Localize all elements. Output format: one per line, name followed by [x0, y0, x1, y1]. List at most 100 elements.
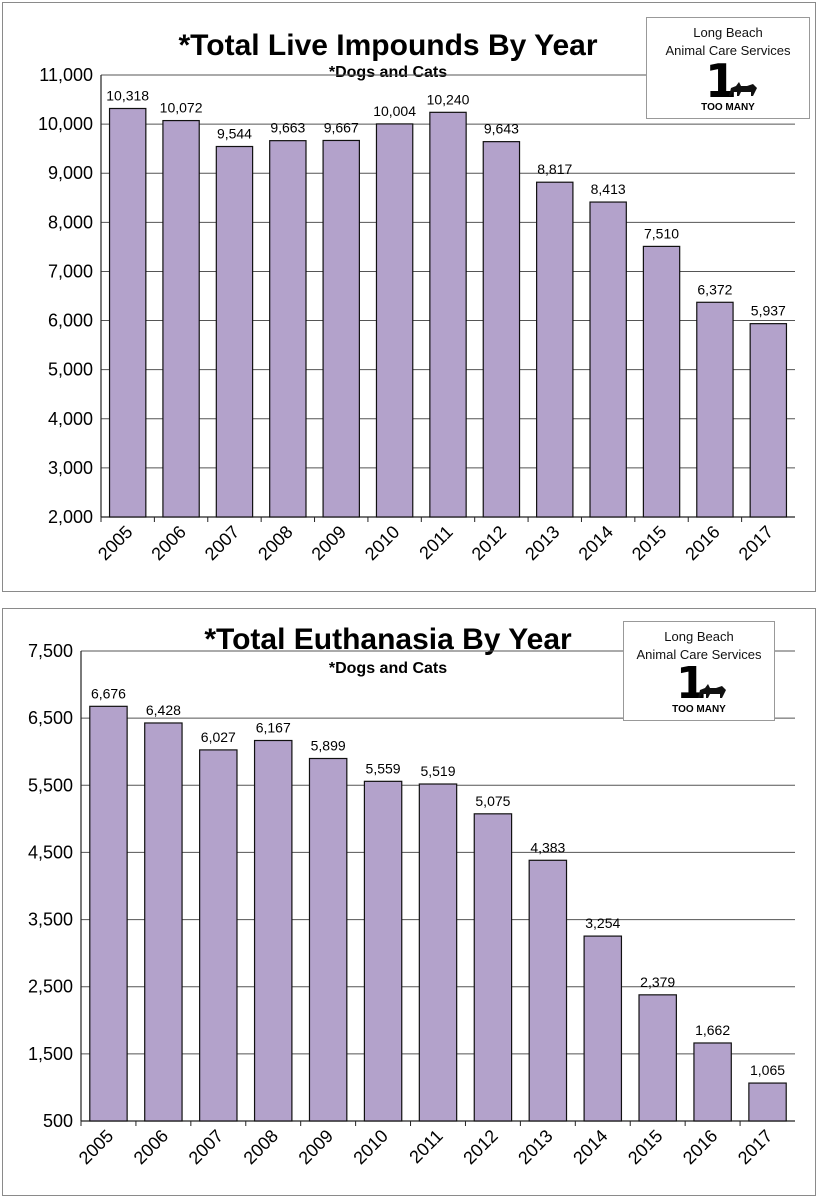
bar	[528, 859, 568, 1122]
euthanasia-chart: *Total Euthanasia By Year*Dogs and Cats5…	[28, 623, 795, 1168]
x-tick-label: 2016	[681, 522, 723, 564]
impounds-chart-panel: *Total Live Impounds By Year *Dogs and Ca…	[2, 2, 816, 592]
y-tick-label: 6,000	[48, 311, 93, 331]
chart-subtitle: *Dogs and Cats	[329, 660, 447, 677]
x-tick-label: 2016	[679, 1126, 721, 1168]
bar	[322, 139, 360, 518]
data-label: 6,027	[201, 729, 236, 745]
x-tick-label: 2007	[185, 1126, 227, 1168]
data-label: 1,065	[750, 1062, 785, 1078]
y-tick-label: 5,500	[28, 775, 73, 795]
data-label: 6,372	[697, 281, 732, 297]
bar	[308, 757, 348, 1122]
bar	[749, 323, 788, 518]
data-label: 10,072	[160, 100, 203, 116]
data-label: 4,383	[530, 839, 565, 855]
data-label: 5,075	[475, 793, 510, 809]
data-label: 10,318	[106, 87, 149, 103]
y-tick-label: 7,500	[28, 641, 73, 661]
y-tick-label: 11,000	[39, 65, 93, 85]
y-tick-label: 5,000	[48, 360, 93, 380]
data-label: 10,004	[373, 103, 416, 119]
x-tick-label: 2017	[735, 522, 777, 564]
bar	[199, 749, 238, 1122]
x-tick-label: 2012	[459, 1126, 501, 1168]
bar	[162, 119, 200, 518]
x-tick-label: 2006	[130, 1126, 172, 1168]
y-tick-label: 2,500	[28, 977, 73, 997]
y-tick-label: 3,000	[48, 458, 93, 478]
data-label: 5,899	[311, 737, 346, 753]
dog-cat-silhouette-icon	[698, 684, 726, 698]
dog-cat-silhouette-icon	[729, 82, 757, 96]
logo-line-2: Animal Care Services	[636, 647, 762, 662]
x-tick-label: 2012	[468, 522, 510, 564]
bar	[696, 301, 734, 518]
data-label: 2,379	[640, 974, 675, 990]
bar	[89, 705, 128, 1122]
data-label: 6,676	[91, 685, 126, 701]
bar	[418, 783, 458, 1122]
data-label: 6,167	[256, 720, 291, 736]
logo-line-1: Long Beach	[693, 25, 763, 40]
data-label: 9,663	[270, 120, 305, 136]
y-tick-label: 1,500	[28, 1044, 73, 1064]
data-label: 5,937	[751, 303, 786, 319]
data-label: 8,413	[591, 181, 626, 197]
bar	[108, 107, 147, 518]
x-tick-label: 2005	[94, 522, 136, 564]
bar	[473, 813, 513, 1122]
x-tick-label: 2011	[415, 522, 457, 564]
logo-subtext: TOO MANY	[672, 704, 726, 715]
bar	[536, 181, 574, 518]
bar	[693, 1042, 732, 1122]
data-label: 8,817	[537, 161, 572, 177]
chart-title: *Total Live Impounds By Year	[178, 29, 597, 62]
x-tick-label: 2010	[349, 1126, 391, 1168]
y-tick-label: 6,500	[28, 708, 73, 728]
data-label: 10,240	[427, 91, 470, 107]
x-tick-label: 2008	[254, 522, 296, 564]
data-label: 7,510	[644, 225, 679, 241]
x-tick-label: 2013	[514, 1126, 556, 1168]
x-tick-label: 2015	[624, 1126, 666, 1168]
x-tick-label: 2007	[201, 522, 243, 564]
x-tick-label: 2015	[628, 522, 670, 564]
bar	[269, 140, 307, 518]
data-label: 9,667	[324, 119, 359, 135]
y-tick-label: 4,000	[48, 409, 93, 429]
x-tick-label: 2014	[575, 522, 617, 564]
logo-line-2: Animal Care Services	[665, 43, 791, 58]
x-tick-label: 2017	[734, 1126, 776, 1168]
bar	[482, 141, 521, 518]
long-beach-acs-logo: Long Beach Animal Care Services 1 TOO MA…	[623, 621, 775, 721]
y-tick-label: 500	[43, 1111, 73, 1131]
y-tick-label: 4,500	[28, 842, 73, 862]
bar	[429, 111, 467, 518]
x-tick-label: 2009	[308, 522, 350, 564]
y-tick-label: 2,000	[48, 507, 93, 527]
x-tick-label: 2010	[361, 522, 403, 564]
logo-mark: 1	[705, 54, 738, 108]
bar	[375, 123, 414, 518]
bar	[638, 994, 677, 1122]
bar	[215, 145, 254, 518]
long-beach-acs-logo: Long Beach Animal Care Services 1 TOO MA…	[646, 17, 810, 119]
x-tick-label: 2009	[295, 1126, 337, 1168]
bar	[144, 722, 183, 1122]
chart-subtitle: *Dogs and Cats	[329, 64, 447, 81]
logo-mark: 1	[676, 658, 707, 709]
x-tick-label: 2013	[521, 522, 563, 564]
impounds-chart: *Total Live Impounds By Year *Dogs and Ca…	[38, 29, 795, 564]
bar	[589, 201, 627, 518]
y-tick-label: 8,000	[48, 212, 93, 232]
y-tick-label: 9,000	[48, 163, 93, 183]
data-label: 6,428	[146, 702, 181, 718]
euthanasia-chart-panel: *Total Euthanasia By Year *Dogs and Cats 5…	[2, 608, 816, 1196]
x-tick-label: 2011	[405, 1126, 447, 1168]
x-tick-label: 2008	[240, 1126, 282, 1168]
logo-line-1: Long Beach	[664, 629, 734, 644]
data-label: 3,254	[585, 915, 620, 931]
x-tick-label: 2014	[569, 1126, 611, 1168]
data-label: 5,559	[366, 760, 401, 776]
